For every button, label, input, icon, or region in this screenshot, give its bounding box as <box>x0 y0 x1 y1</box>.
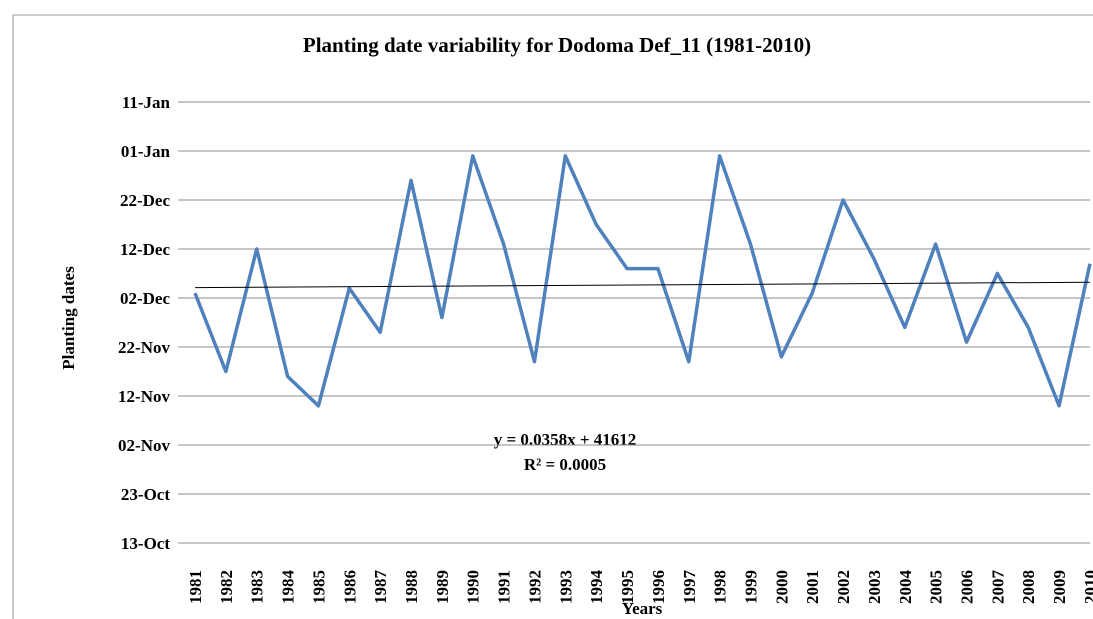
x-tick-label: 2002 <box>834 570 853 604</box>
x-tick-label: 2009 <box>1050 570 1069 604</box>
x-tick-label: 2006 <box>958 570 977 604</box>
x-tick-label: 1990 <box>464 570 483 604</box>
y-tick-label: 12-Dec <box>120 240 170 259</box>
x-tick-label: 1993 <box>556 570 575 604</box>
x-tick-label: 2004 <box>896 570 915 605</box>
chart-title: Planting date variability for Dodoma Def… <box>303 33 811 57</box>
y-axis-title: Planting dates <box>59 266 78 370</box>
data-line <box>193 154 1092 408</box>
x-tick-label: 2005 <box>927 570 946 604</box>
y-tick-label: 23-Oct <box>121 485 170 504</box>
x-tick-label: 2001 <box>803 570 822 604</box>
x-tick-label: 1997 <box>680 570 699 605</box>
x-tick-label: 2003 <box>865 570 884 604</box>
x-tick-label: 1988 <box>402 570 421 604</box>
x-tick-label: 1983 <box>248 570 267 604</box>
y-tick-label: 22-Nov <box>118 338 170 357</box>
y-tick-label: 22-Dec <box>120 191 170 210</box>
x-tick-label: 2007 <box>988 570 1007 605</box>
trend-equation: y = 0.0358x + 41612 <box>494 430 637 449</box>
y-tick-label: 13-Oct <box>121 534 170 553</box>
x-tick-label: 2010 <box>1081 570 1093 604</box>
y-tick-label: 02-Dec <box>120 289 170 308</box>
x-tick-label: 1984 <box>279 570 298 605</box>
x-tick-label: 1998 <box>711 570 730 604</box>
x-tick-label: 1989 <box>433 570 452 604</box>
y-tick-label: 01-Jan <box>121 142 171 161</box>
trend-r-squared: R² = 0.0005 <box>524 455 606 474</box>
x-tick-label: 1985 <box>309 570 328 604</box>
x-tick-label: 2000 <box>772 570 791 604</box>
x-tick-label: 1981 <box>186 570 205 604</box>
x-tick-label: 2008 <box>1019 570 1038 604</box>
x-tick-label: 1996 <box>649 570 668 604</box>
x-tick-label: 1986 <box>340 570 359 604</box>
x-tick-label: 1992 <box>525 570 544 604</box>
x-tick-label: 1994 <box>587 570 606 605</box>
y-tick-label: 12-Nov <box>118 387 170 406</box>
x-tick-label: 1982 <box>217 570 236 604</box>
x-tick-label: 1987 <box>371 570 390 605</box>
y-tick-label: 02-Nov <box>118 436 170 455</box>
trendline <box>194 281 1090 289</box>
x-tick-label: 1999 <box>741 570 760 604</box>
y-tick-label: 11-Jan <box>122 93 171 112</box>
x-tick-label: 1991 <box>495 570 514 604</box>
x-axis-title: Years <box>622 599 663 618</box>
x-tick-label: 1995 <box>618 570 637 604</box>
